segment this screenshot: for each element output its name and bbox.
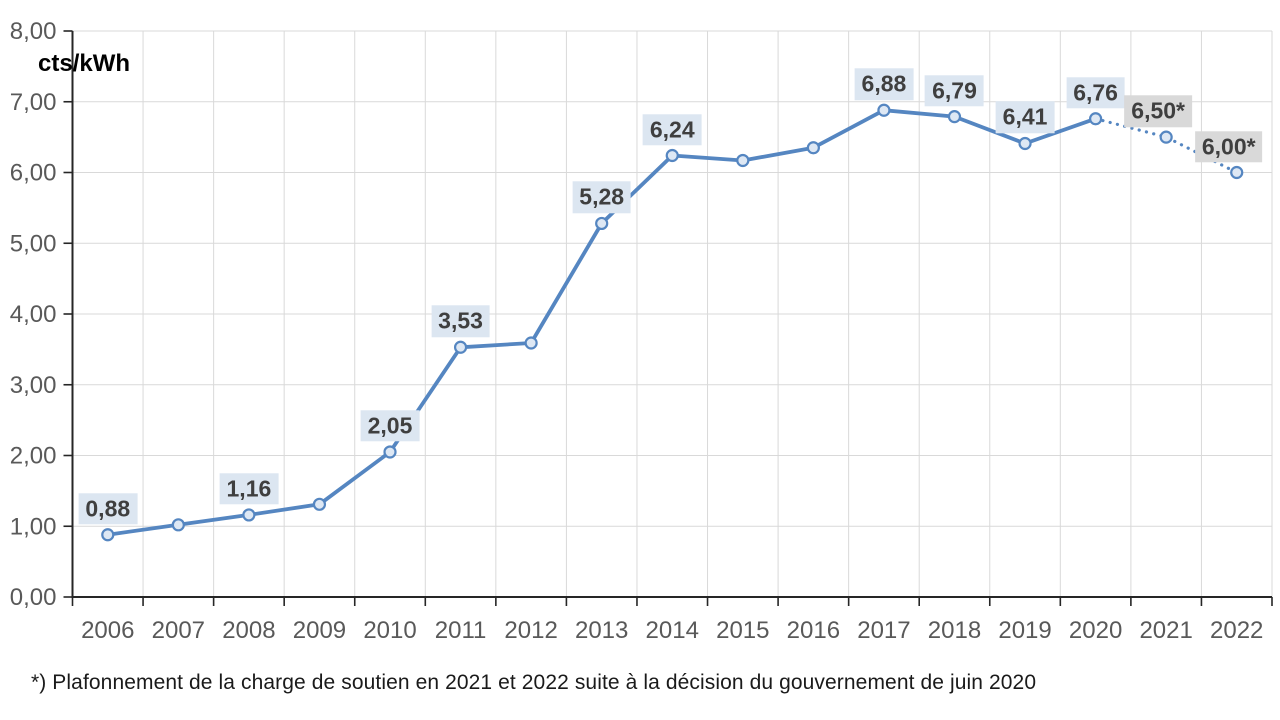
x-tick-label: 2011 [435, 617, 487, 644]
x-tick-label: 2018 [928, 617, 981, 644]
y-tick-label: 7,00 [10, 89, 57, 116]
x-tick-label: 2010 [363, 617, 416, 644]
data-point-marker [383, 445, 397, 459]
x-tick-label: 2014 [646, 617, 699, 644]
x-tick-label: 2009 [293, 617, 346, 644]
x-tick-label: 2006 [81, 617, 134, 644]
data-point-marker [947, 110, 962, 124]
x-tick-label: 2015 [716, 617, 769, 644]
data-point-marker [312, 497, 327, 511]
data-point-marker [1018, 136, 1032, 151]
x-tick-label: 2020 [1069, 617, 1122, 644]
x-tick-label: 2012 [504, 617, 557, 644]
data-point-marker [453, 340, 468, 354]
y-tick-label: 0,00 [10, 584, 57, 611]
y-tick-label: 2,00 [10, 443, 57, 470]
footnote: *) Plafonnement de la charge de soutien … [31, 671, 1037, 694]
data-point-marker [877, 103, 891, 117]
data-point-marker [171, 518, 185, 532]
y-tick-label: 8,00 [10, 18, 57, 45]
data-point-marker [806, 141, 820, 155]
x-tick-label: 2013 [575, 617, 628, 644]
y-tick-label: 1,00 [10, 513, 57, 540]
series-line-projected [1093, 117, 1239, 175]
line-chart-svg: 0,00 1,00 2,00 3,00 4,00 5,00 6,00 7,00 8,00 2006… [10, 18, 1273, 644]
x-tick-label: 2022 [1210, 617, 1263, 644]
x-tick-label: 2016 [787, 617, 840, 644]
data-point-marker [101, 528, 115, 542]
data-point-marker [1230, 165, 1244, 180]
x-tick-label: 2017 [857, 617, 910, 644]
y-axis-unit-label: cts/kWh [38, 50, 131, 77]
y-tick-label: 4,00 [10, 301, 57, 328]
x-tick-label: 2021 [1139, 617, 1192, 644]
y-tick-label: 3,00 [10, 372, 57, 399]
data-point-marker [736, 153, 750, 168]
y-tick-label: 5,00 [10, 230, 57, 257]
x-tick-label: 2019 [998, 617, 1051, 644]
x-tick-label: 2007 [152, 617, 205, 644]
data-point-marker [524, 336, 538, 350]
series-line-solid [105, 108, 1098, 537]
data-point-marker [1159, 130, 1173, 144]
data-point-marker [242, 508, 256, 522]
x-tick-label: 2008 [222, 617, 275, 644]
data-point-marker [595, 216, 609, 231]
data-point-marker [1089, 112, 1103, 126]
y-tick-label: 6,00 [10, 160, 57, 187]
data-point-marker [665, 148, 679, 163]
